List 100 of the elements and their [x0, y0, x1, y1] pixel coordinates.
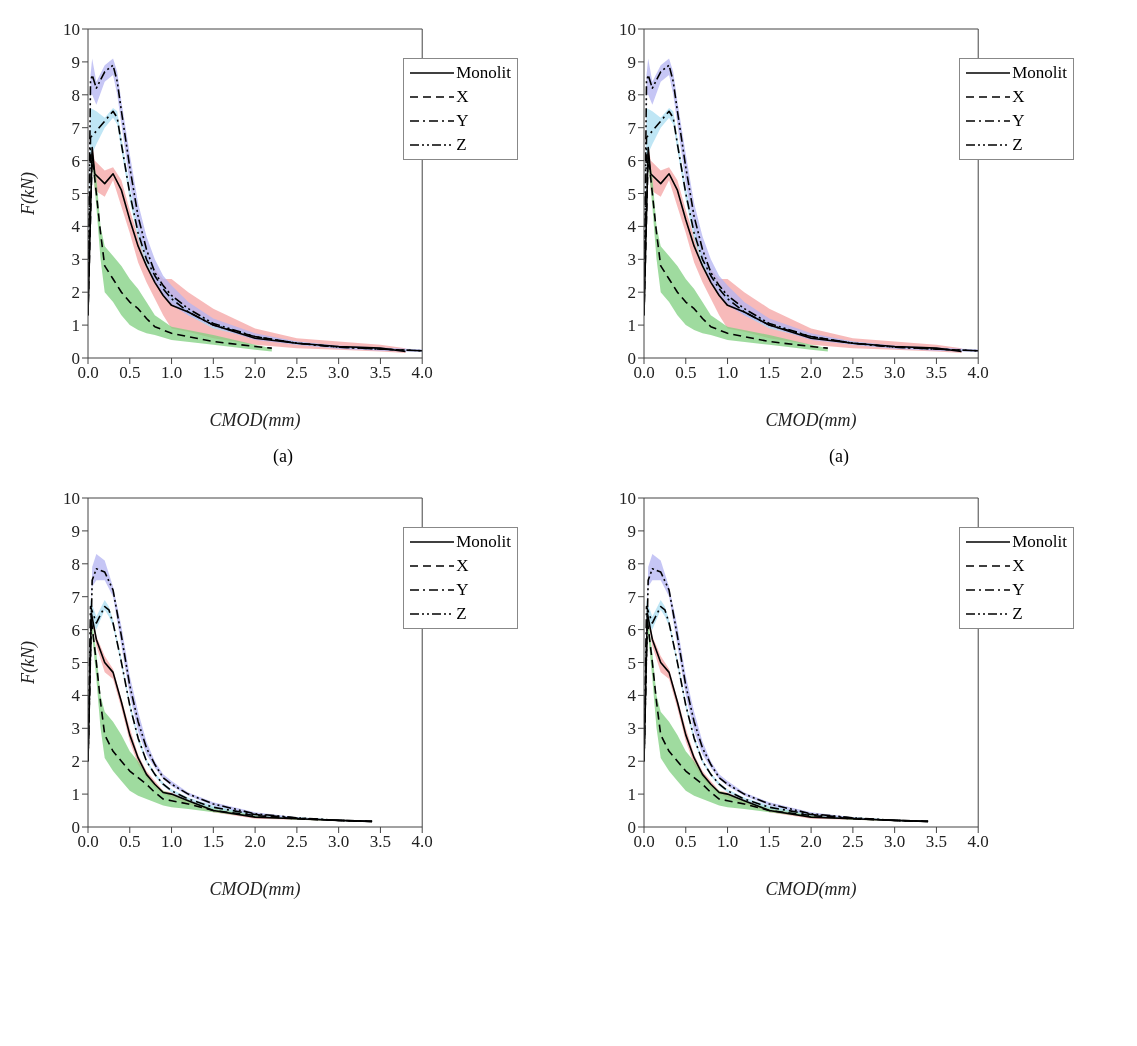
- x-tick-label: 1.5: [758, 363, 780, 383]
- x-tick-label: 2.5: [286, 832, 308, 852]
- y-tick-label: 2: [71, 752, 80, 772]
- y-tick-label: 9: [627, 52, 636, 72]
- x-tick-label: 0.0: [633, 832, 655, 852]
- x-tick-label: 3.5: [369, 363, 392, 383]
- y-tick-label: 3: [71, 250, 80, 270]
- y-tick-label: 8: [627, 85, 636, 105]
- x-tick-label: 2.5: [286, 363, 308, 383]
- y-tick-label: 8: [71, 85, 80, 105]
- x-axis-title: CMOD(mm): [765, 410, 857, 431]
- legend-label: X: [456, 87, 469, 107]
- y-tick-label: 7: [71, 118, 81, 138]
- legend-label: Y: [1012, 580, 1025, 600]
- x-axis-title: CMOD(mm): [209, 410, 301, 431]
- y-tick-label: 4: [627, 217, 637, 237]
- x-tick-label: 2.0: [244, 832, 266, 852]
- y-tick-label: 10: [619, 20, 636, 40]
- y-tick-label: 5: [627, 184, 636, 204]
- y-tick-label: 3: [71, 719, 80, 739]
- x-tick-label: 4.0: [967, 832, 989, 852]
- y-tick-label: 0: [627, 818, 636, 838]
- x-tick-label: 0.0: [77, 363, 99, 383]
- x-tick-label: 1.0: [716, 363, 739, 383]
- y-tick-label: 10: [63, 20, 80, 40]
- x-tick-label: 4.0: [411, 832, 433, 852]
- x-tick-label: 2.0: [800, 832, 822, 852]
- y-tick-label: 2: [627, 283, 636, 303]
- x-tick-label: 3.5: [925, 832, 948, 852]
- y-tick-label: 10: [619, 489, 636, 509]
- x-tick-label: 3.0: [884, 363, 906, 383]
- x-tick-label: 1.5: [758, 832, 780, 852]
- y-tick-label: 1: [71, 785, 80, 805]
- x-tick-label: 0.5: [119, 832, 141, 852]
- y-tick-label: 7: [71, 587, 81, 607]
- x-tick-label: 3.0: [328, 363, 350, 383]
- y-tick-label: 5: [71, 184, 80, 204]
- legend-label: Y: [456, 580, 469, 600]
- legend-label: Monolit: [1012, 63, 1067, 83]
- y-tick-label: 0: [71, 818, 80, 838]
- x-tick-label: 2.0: [800, 363, 822, 383]
- x-tick-label: 1.0: [160, 832, 183, 852]
- x-tick-label: 4.0: [967, 363, 989, 383]
- legend-label: Monolit: [1012, 532, 1067, 552]
- y-tick-label: 9: [627, 521, 636, 541]
- y-tick-label: 4: [71, 217, 81, 237]
- legend-label: Y: [1012, 111, 1025, 131]
- y-axis-title: F(kN): [18, 172, 40, 216]
- x-tick-label: 0.5: [675, 363, 697, 383]
- y-tick-label: 5: [71, 653, 80, 673]
- x-tick-label: 0.5: [119, 363, 141, 383]
- y-tick-label: 5: [627, 653, 636, 673]
- x-tick-label: 3.5: [369, 832, 392, 852]
- y-tick-label: 10: [63, 489, 80, 509]
- y-tick-label: 7: [627, 587, 637, 607]
- x-tick-label: 2.5: [842, 832, 864, 852]
- y-tick-label: 7: [627, 118, 637, 138]
- y-tick-label: 3: [627, 719, 636, 739]
- y-tick-label: 1: [627, 316, 636, 336]
- x-tick-label: 1.0: [160, 363, 183, 383]
- x-tick-label: 1.0: [716, 832, 739, 852]
- legend-label: X: [456, 556, 469, 576]
- legend-label: X: [1012, 87, 1025, 107]
- x-tick-label: 0.0: [633, 363, 655, 383]
- y-tick-label: 1: [71, 316, 80, 336]
- x-tick-label: 3.5: [925, 363, 948, 383]
- y-tick-label: 0: [71, 349, 80, 369]
- x-tick-label: 4.0: [411, 363, 433, 383]
- legend-label: Z: [456, 135, 467, 155]
- text: (a): [272, 446, 294, 467]
- x-tick-label: 0.5: [675, 832, 697, 852]
- x-tick-label: 3.0: [884, 832, 906, 852]
- y-tick-label: 9: [71, 52, 80, 72]
- legend-label: Z: [1012, 604, 1023, 624]
- legend-label: Monolit: [456, 532, 511, 552]
- legend-label: Monolit: [456, 63, 511, 83]
- y-tick-label: 1: [627, 785, 636, 805]
- y-axis-title: F(kN): [18, 641, 40, 685]
- x-tick-label: 3.0: [328, 832, 350, 852]
- y-tick-label: 4: [627, 686, 637, 706]
- y-tick-label: 6: [71, 151, 80, 171]
- y-tick-label: 6: [627, 620, 636, 640]
- x-axis-title: CMOD(mm): [209, 879, 301, 900]
- y-tick-label: 2: [71, 283, 80, 303]
- y-tick-label: 6: [627, 151, 636, 171]
- y-tick-label: 9: [71, 521, 80, 541]
- x-tick-label: 2.0: [244, 363, 266, 383]
- legend-label: Z: [456, 604, 467, 624]
- y-tick-label: 4: [71, 686, 81, 706]
- y-tick-label: 3: [627, 250, 636, 270]
- y-tick-label: 6: [71, 620, 80, 640]
- x-tick-label: 0.0: [77, 832, 99, 852]
- x-tick-label: 2.5: [842, 363, 864, 383]
- legend-label: X: [1012, 556, 1025, 576]
- x-axis-title: CMOD(mm): [765, 879, 857, 900]
- x-tick-label: 1.5: [202, 363, 224, 383]
- legend-label: Z: [1012, 135, 1023, 155]
- y-tick-label: 0: [627, 349, 636, 369]
- legend-label: Y: [456, 111, 469, 131]
- x-tick-label: 1.5: [202, 832, 224, 852]
